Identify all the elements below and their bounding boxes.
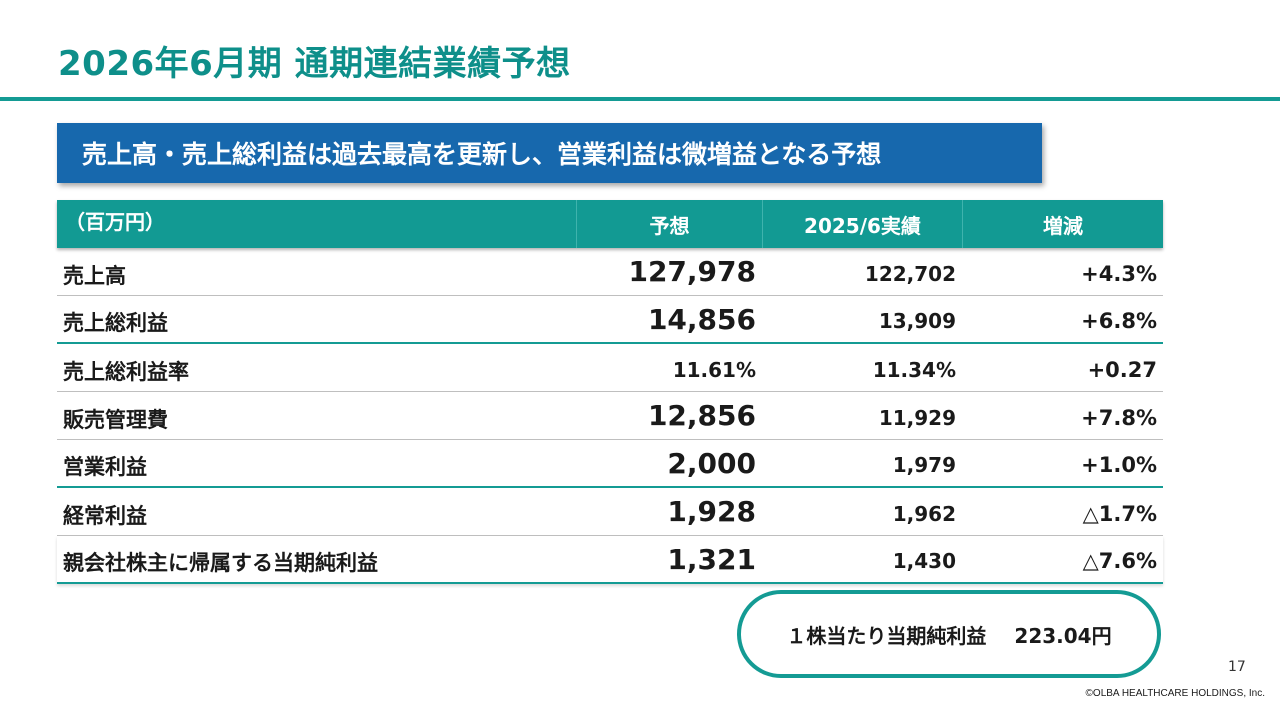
row-label: 営業利益 xyxy=(63,455,147,479)
row-label: 親会社株主に帰属する当期純利益 xyxy=(63,551,378,575)
page-title: 2026年6月期 通期連結業績予想 xyxy=(58,44,571,84)
table-row: 営業利益 2,000 1,979 +1.0% xyxy=(57,440,1163,488)
header-forecast: 予想 xyxy=(576,200,762,248)
forecast-table: （百万円） 予想 2025/6実績 増減 売上高 127,978 122,702… xyxy=(57,200,1163,584)
row-label: 売上総利益 xyxy=(63,311,168,335)
actual-value: 11.34% xyxy=(872,357,956,382)
row-label: 売上高 xyxy=(63,263,126,288)
change-value: +0.27 xyxy=(1087,357,1157,382)
actual-value: 1,979 xyxy=(892,453,956,477)
row-label: 販売管理費 xyxy=(63,407,168,432)
forecast-value: 1,928 xyxy=(667,495,756,528)
table-row: 親会社株主に帰属する当期純利益 1,321 1,430 △7.6% xyxy=(57,536,1163,584)
actual-value: 11,929 xyxy=(878,405,956,430)
eps-label: １株当たり当期純利益 xyxy=(786,623,987,648)
forecast-value: 12,856 xyxy=(647,399,756,432)
change-value: +4.3% xyxy=(1081,261,1157,286)
change-value: +1.0% xyxy=(1081,453,1157,477)
row-label: 売上総利益率 xyxy=(63,359,189,384)
eps-callout: １株当たり当期純利益 223.04円 xyxy=(737,590,1161,678)
table-row: 経常利益 1,928 1,962 △1.7% xyxy=(57,488,1163,536)
table-row: 売上総利益 14,856 13,909 +6.8% xyxy=(57,296,1163,344)
change-value: △1.7% xyxy=(1082,501,1157,526)
summary-banner: 売上高・売上総利益は過去最高を更新し、営業利益は微増益となる予想 xyxy=(57,123,1042,183)
change-value: +6.8% xyxy=(1081,309,1157,333)
title-divider xyxy=(0,97,1280,101)
change-value: △7.6% xyxy=(1082,549,1157,573)
forecast-value: 1,321 xyxy=(667,542,756,576)
table-row: 売上高 127,978 122,702 +4.3% xyxy=(57,248,1163,296)
page-number: 17 xyxy=(1228,659,1246,675)
header-actual: 2025/6実績 xyxy=(762,200,962,248)
forecast-value: 11.61% xyxy=(672,357,756,382)
eps-value: 223.04円 xyxy=(1014,623,1112,648)
row-label: 経常利益 xyxy=(63,503,147,528)
forecast-value: 2,000 xyxy=(667,446,756,480)
table-row: 販売管理費 12,856 11,929 +7.8% xyxy=(57,392,1163,440)
actual-value: 1,962 xyxy=(892,501,956,526)
actual-value: 13,909 xyxy=(878,309,956,333)
actual-value: 122,702 xyxy=(864,261,956,286)
forecast-value: 14,856 xyxy=(647,302,756,336)
forecast-value: 127,978 xyxy=(628,255,756,288)
table-header: （百万円） 予想 2025/6実績 増減 xyxy=(57,200,1163,248)
table-row: 売上総利益率 11.61% 11.34% +0.27 xyxy=(57,344,1163,392)
unit-label: （百万円） xyxy=(65,210,165,234)
actual-value: 1,430 xyxy=(892,549,956,573)
copyright: ©OLBA HEALTHCARE HOLDINGS, Inc. xyxy=(1085,688,1265,699)
header-change: 増減 xyxy=(962,200,1163,248)
change-value: +7.8% xyxy=(1081,405,1157,430)
